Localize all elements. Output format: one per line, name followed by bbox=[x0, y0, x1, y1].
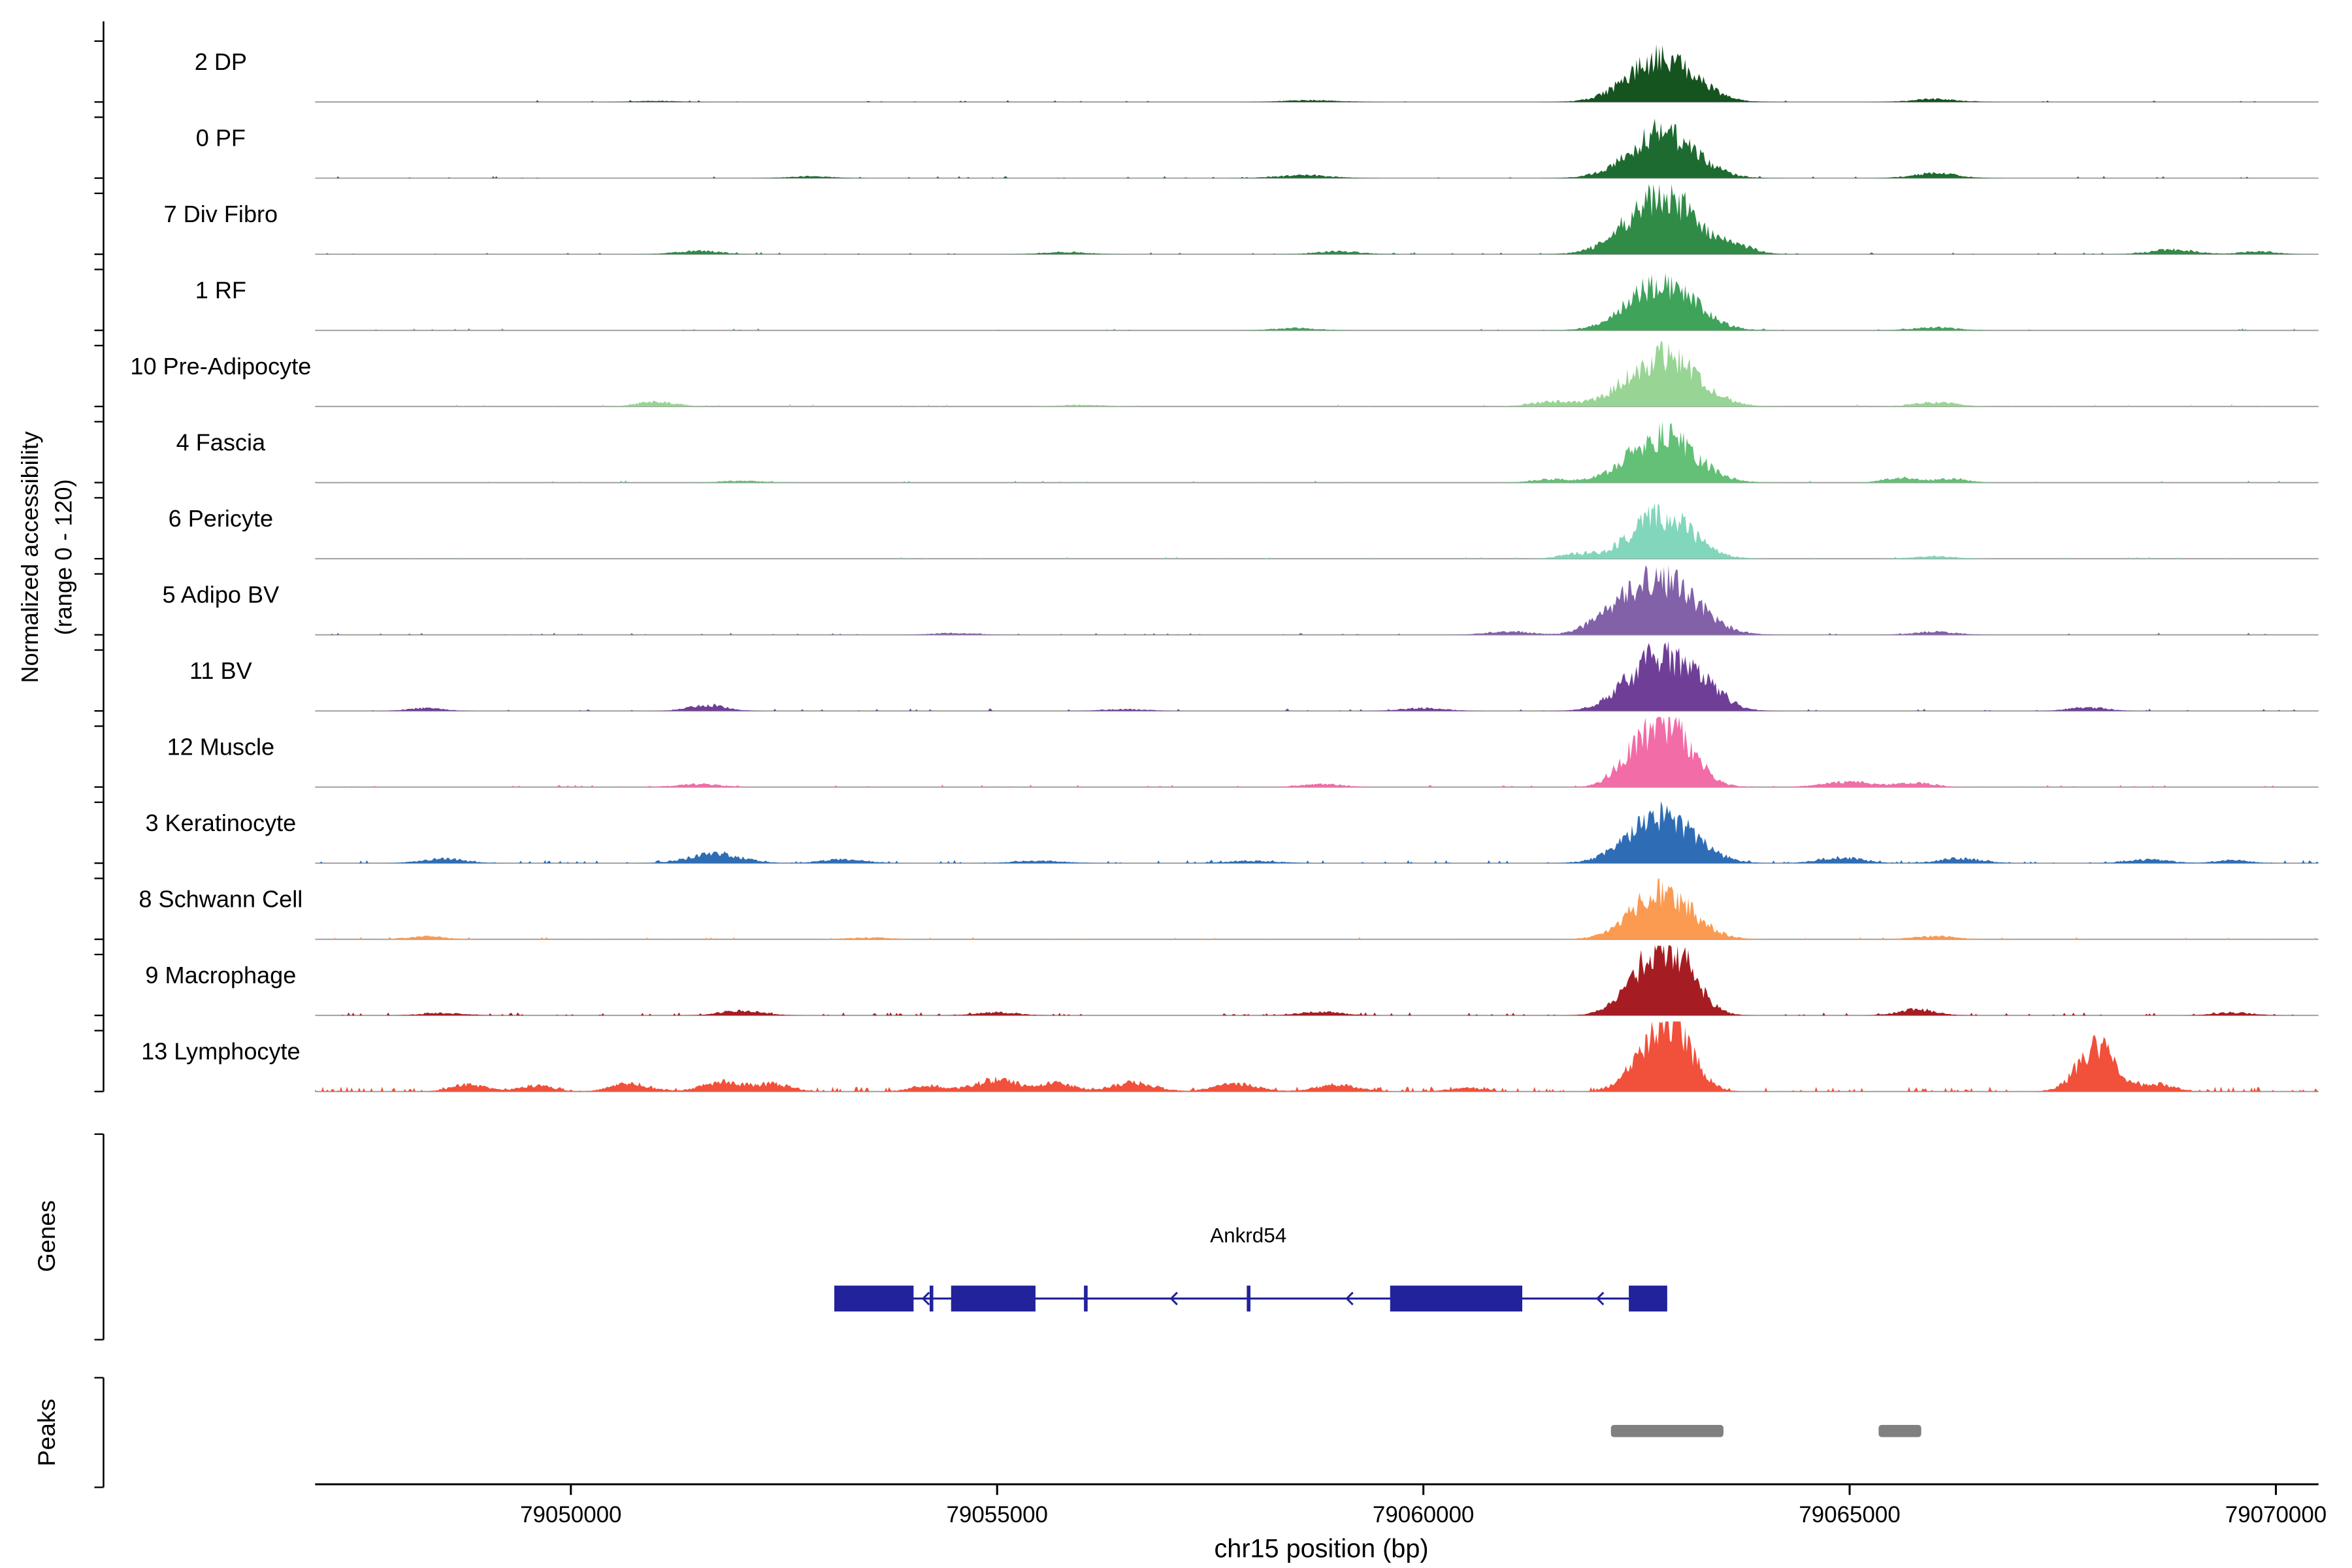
gene-exon bbox=[1629, 1285, 1667, 1312]
signal-area bbox=[315, 717, 2319, 787]
signal-area bbox=[315, 272, 2319, 331]
gene-exon bbox=[1390, 1285, 1523, 1312]
signal-track-5-adipo-bv: 5 Adipo BV bbox=[163, 564, 2319, 636]
track-label: 11 BV bbox=[189, 657, 252, 684]
gene-track bbox=[834, 1285, 1667, 1312]
genes-section-label: Genes bbox=[33, 1200, 60, 1272]
signal-track-8-schwann-cell: 8 Schwann Cell bbox=[139, 878, 2319, 940]
track-label: 12 Muscle bbox=[167, 734, 275, 760]
signal-area bbox=[315, 564, 2319, 635]
signal-area bbox=[315, 44, 2319, 103]
signal-area bbox=[315, 340, 2319, 407]
track-label: 1 RF bbox=[195, 277, 246, 304]
track-label: 8 Schwann Cell bbox=[139, 886, 302, 913]
peaks-section-label: Peaks bbox=[33, 1399, 60, 1467]
signal-area bbox=[315, 878, 2319, 939]
signal-area bbox=[315, 421, 2319, 483]
x-axis-tick-label: 79070000 bbox=[2225, 1502, 2327, 1527]
gene-exon bbox=[834, 1285, 914, 1312]
signal-area bbox=[315, 801, 2319, 864]
signal-area bbox=[315, 184, 2319, 255]
signal-track-0-pf: 0 PF bbox=[196, 118, 2319, 179]
signal-track-12-muscle: 12 Muscle bbox=[167, 717, 2319, 788]
gene-exon-thin bbox=[929, 1285, 934, 1312]
signal-track-7-div-fibro: 7 Div Fibro bbox=[164, 184, 2319, 255]
signal-track-1-rf: 1 RF bbox=[195, 272, 2319, 331]
track-label: 9 Macrophage bbox=[145, 962, 296, 988]
gene-exon-thin bbox=[1084, 1285, 1088, 1312]
x-axis-tick-label: 79060000 bbox=[1373, 1502, 1474, 1527]
signal-track-4-fascia: 4 Fascia bbox=[176, 421, 2319, 483]
signal-track-6-pericyte: 6 Pericyte bbox=[169, 502, 2319, 560]
x-axis-label: chr15 position (bp) bbox=[1214, 1535, 1428, 1563]
strand-arrow-left-icon bbox=[1345, 1292, 1354, 1305]
gene-exon bbox=[951, 1285, 1036, 1312]
track-label: 0 PF bbox=[196, 125, 246, 152]
signal-tracks: 2 DP 0 PF 7 Div Fibro 1 RF 10 Pre-Adipocyte 4… bbox=[130, 44, 2319, 1092]
track-label: 10 Pre-Adipocyte bbox=[130, 353, 311, 380]
signal-track-2-dp: 2 DP bbox=[195, 44, 2319, 103]
track-label: 13 Lymphocyte bbox=[141, 1038, 301, 1065]
signal-area bbox=[315, 502, 2319, 559]
y-axis-ruler bbox=[94, 21, 105, 1488]
signal-track-9-macrophage: 9 Macrophage bbox=[145, 945, 2319, 1017]
x-axis-tick-label: 79055000 bbox=[946, 1502, 1047, 1527]
x-axis-tick-label: 79065000 bbox=[1799, 1502, 1900, 1527]
peak-region bbox=[1878, 1424, 1921, 1437]
track-label: 2 DP bbox=[195, 48, 247, 75]
track-label: 3 Keratinocyte bbox=[145, 809, 296, 836]
peaks-track bbox=[1610, 1424, 1921, 1437]
y-axis-label-line2: (range 0 - 120) bbox=[50, 479, 77, 635]
x-axis-tick-label: 79050000 bbox=[520, 1502, 621, 1527]
y-axis-label-line1: Normalized accessibility bbox=[16, 431, 43, 683]
strand-arrow-left-icon bbox=[921, 1292, 930, 1305]
gene-exon-thin bbox=[1247, 1285, 1250, 1312]
strand-arrow-left-icon bbox=[1595, 1292, 1605, 1305]
signal-area bbox=[315, 945, 2319, 1016]
signal-track-13-lymphocyte: 13 Lymphocyte bbox=[141, 1021, 2319, 1092]
track-label: 6 Pericyte bbox=[169, 505, 274, 532]
signal-area bbox=[315, 1021, 2319, 1092]
gene-name-label: Ankrd54 bbox=[1210, 1224, 1286, 1247]
strand-arrow-left-icon bbox=[1169, 1292, 1178, 1305]
x-axis: 79050000 79055000 79060000 79065000 79070000 bbox=[315, 1483, 2327, 1527]
signal-area bbox=[315, 118, 2319, 178]
track-label: 7 Div Fibro bbox=[164, 201, 278, 227]
track-label: 4 Fascia bbox=[176, 429, 266, 456]
signal-track-10-pre-adipocyte: 10 Pre-Adipocyte bbox=[130, 340, 2319, 408]
peak-region bbox=[1610, 1424, 1723, 1437]
signal-track-11-bv: 11 BV bbox=[189, 640, 2319, 712]
signal-track-3-keratinocyte: 3 Keratinocyte bbox=[145, 801, 2319, 864]
signal-area bbox=[315, 640, 2319, 711]
track-label: 5 Adipo BV bbox=[163, 581, 280, 608]
